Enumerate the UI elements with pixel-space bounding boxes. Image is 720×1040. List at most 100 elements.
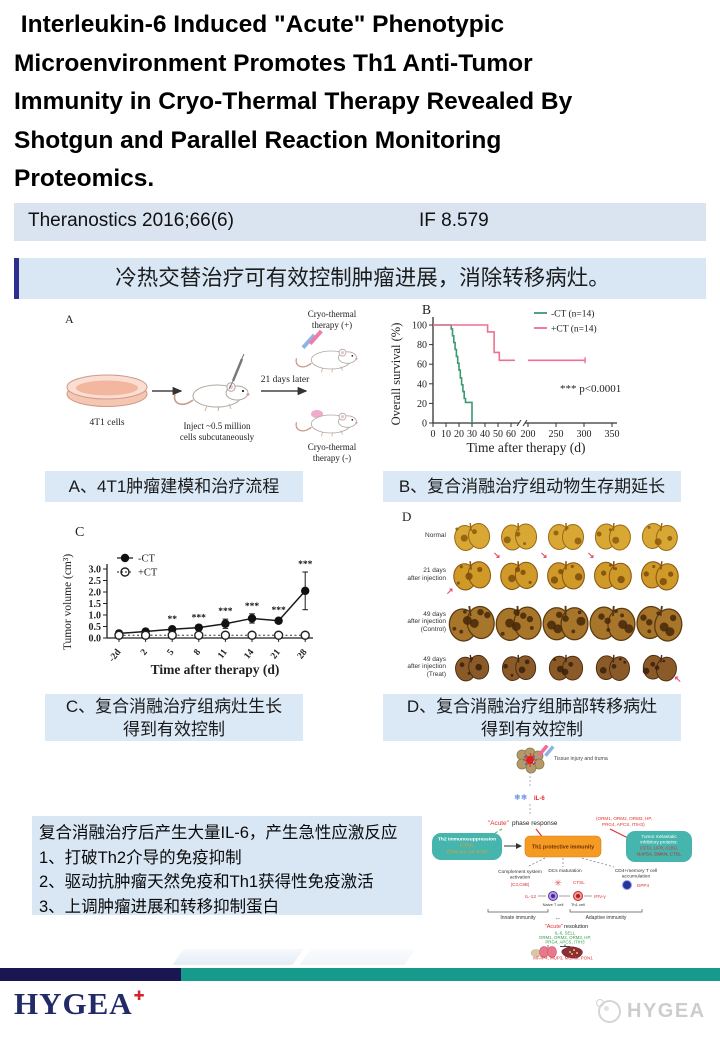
il6-label: IL-6 — [534, 796, 545, 802]
mouse-untreated-icon — [295, 412, 359, 437]
lung-photo — [499, 520, 539, 557]
il12-label: IL-12 — [525, 894, 536, 900]
petri-dish-icon — [66, 374, 148, 407]
svg-text:2: 2 — [139, 647, 150, 657]
caption-c-line1: C、复合消融治疗组病灶生长 — [65, 697, 283, 716]
cd4-gene: DPP4 — [637, 883, 649, 888]
lung-liver-icon — [530, 945, 583, 959]
complement-label-2: activation — [510, 875, 531, 881]
lung-photo — [634, 602, 685, 648]
svg-text:11: 11 — [216, 648, 230, 661]
journal-bar: Theranostics 2016;66(6) IF 8.579 — [14, 203, 706, 241]
svg-text:60: 60 — [417, 360, 427, 371]
dc-label: DCs maturation — [548, 868, 582, 874]
svg-text:-2d: -2d — [107, 647, 123, 664]
lung-row-label: 21 days after injection — [407, 567, 446, 582]
cd4-label-1: CD4+memory T cell — [615, 868, 657, 874]
lung-photo — [594, 652, 632, 687]
svg-text:8: 8 — [192, 647, 203, 657]
therapy-minus-label-2: therapy (-) — [313, 453, 351, 463]
hygea-logo-text: HYGEA — [14, 986, 133, 1021]
tumor-box-genes1: CSTA, LIFR, A1BG, — [640, 846, 678, 851]
lung-photo — [500, 652, 538, 687]
svg-text:3.0: 3.0 — [89, 565, 102, 576]
lung-photo — [451, 558, 493, 597]
svg-text:10: 10 — [441, 429, 451, 440]
cryo-ray-icon — [301, 333, 316, 350]
lung-photo — [546, 520, 586, 557]
inject-label-1: Inject ~0.5 million — [183, 421, 251, 431]
inject-label-2: cells subcutaneously — [180, 432, 255, 442]
metastasis-arrow-icon: ↘ — [587, 550, 595, 561]
th2-gene: ICOSL — [460, 843, 474, 848]
acute-phase-red: "Acute" — [488, 820, 509, 827]
svg-text:20: 20 — [454, 429, 464, 440]
acute-proteins-2: PRG4, APCS, ITIH3) — [602, 822, 645, 827]
lung-row: 49 days after injection (Treat) ↖ — [390, 648, 690, 686]
tissue-injury-icon — [516, 745, 555, 774]
title-line: Immunity in Cryo-Thermal Therapy Reveale… — [14, 88, 573, 115]
thermal-ray-icon — [308, 329, 323, 346]
lung-photo — [540, 602, 591, 648]
svg-text:***: *** — [218, 607, 233, 617]
svg-text:2.5: 2.5 — [89, 576, 102, 587]
svg-text:0: 0 — [422, 419, 427, 430]
resolution-rest: resolution — [564, 924, 588, 930]
metastasis-arrow-icon: ↘ — [540, 550, 548, 561]
therapy-plus-label-2: therapy (+) — [312, 320, 352, 330]
ifng-label: IFN-γ — [594, 894, 606, 900]
lung-photo — [587, 602, 638, 648]
svg-text:***: *** — [245, 602, 260, 612]
svg-text:***: *** — [271, 606, 286, 616]
key-finding-banner: 冷热交替治疗可有效控制肿瘤进展，消除转移病灶。 — [14, 258, 706, 299]
svg-text:***: *** — [298, 560, 313, 570]
th2-cells: (Treg, IL4, IL5, IL13) — [447, 849, 487, 854]
svg-text:60: 60 — [506, 429, 516, 440]
metastasis-arrow-icon: ↖ — [674, 674, 682, 685]
adaptive-label: Adaptive immunity — [586, 915, 627, 921]
hygea-watermark-text: HYGEA — [627, 1000, 706, 1022]
footer-decoration — [172, 949, 304, 965]
caption-d-line2: 得到有效控制 — [481, 719, 583, 739]
panel-letter-a: A — [65, 312, 74, 326]
th2-label: Th2 Immunosuppression — [438, 837, 496, 843]
complement-genes: (C3,C8B) — [511, 882, 530, 887]
th2-box — [432, 833, 502, 860]
summary-line: 2、驱动抗肿瘤天然免疫和Th1获得性免疫激活 — [39, 873, 374, 891]
svg-text:*** p<0.0001: *** p<0.0001 — [560, 383, 621, 395]
caption-c: C、复合消融治疗组病灶生长 得到有效控制 — [45, 694, 303, 741]
svg-text:80: 80 — [417, 340, 427, 351]
summary-line: 复合消融治疗后产生大量IL-6，产生急性应激反应 — [39, 824, 398, 842]
tumor-box-line2: inhibitory proteins: — [640, 840, 677, 845]
experiment-scheme-figure: A 4T1 cells Inject ~0.5 million cells su… — [65, 309, 359, 463]
tumor-blob-icon — [311, 410, 323, 418]
svg-text:200: 200 — [521, 429, 536, 440]
svg-text:0.5: 0.5 — [89, 622, 102, 633]
lung-photo — [498, 558, 540, 597]
hygea-watermark-icon — [596, 999, 621, 1023]
th1-box — [524, 835, 602, 858]
dc-gene: CTSL — [573, 880, 585, 885]
svg-text:-CT: -CT — [138, 554, 156, 565]
svg-text:+CT (n=14): +CT (n=14) — [551, 324, 597, 335]
acute-phase-rest: phase response — [512, 820, 558, 827]
innate-label: Innate immunity — [500, 915, 536, 921]
caption-a: A、4T1肿瘤建模和治疗流程 — [45, 471, 303, 502]
tumor-box-genes2: NAPSA, DMKN, CTSL — [637, 852, 681, 857]
svg-text:1.5: 1.5 — [89, 599, 102, 610]
th1-label: Th1 protective immunity — [532, 845, 594, 851]
lung-photo — [640, 520, 680, 557]
svg-text:2.0: 2.0 — [89, 588, 102, 599]
svg-text:0: 0 — [431, 429, 436, 440]
resolution-genes-1: IL-6, SELL — [555, 931, 576, 936]
page-title: Interleukin-6 Induced "Acute" Phenotypic… — [14, 6, 712, 199]
resolution-red: "Acute" — [545, 924, 563, 930]
svg-text:+CT: +CT — [138, 568, 158, 579]
naive-tcell-label: Naive T cell — [543, 902, 564, 907]
title-line: Microenvironment Promotes Th1 Anti-Tumor — [14, 49, 533, 77]
svg-text:Time after therapy (d): Time after therapy (d) — [466, 440, 585, 455]
lung-photo — [641, 652, 679, 687]
panel-letter-d: D — [402, 509, 412, 524]
